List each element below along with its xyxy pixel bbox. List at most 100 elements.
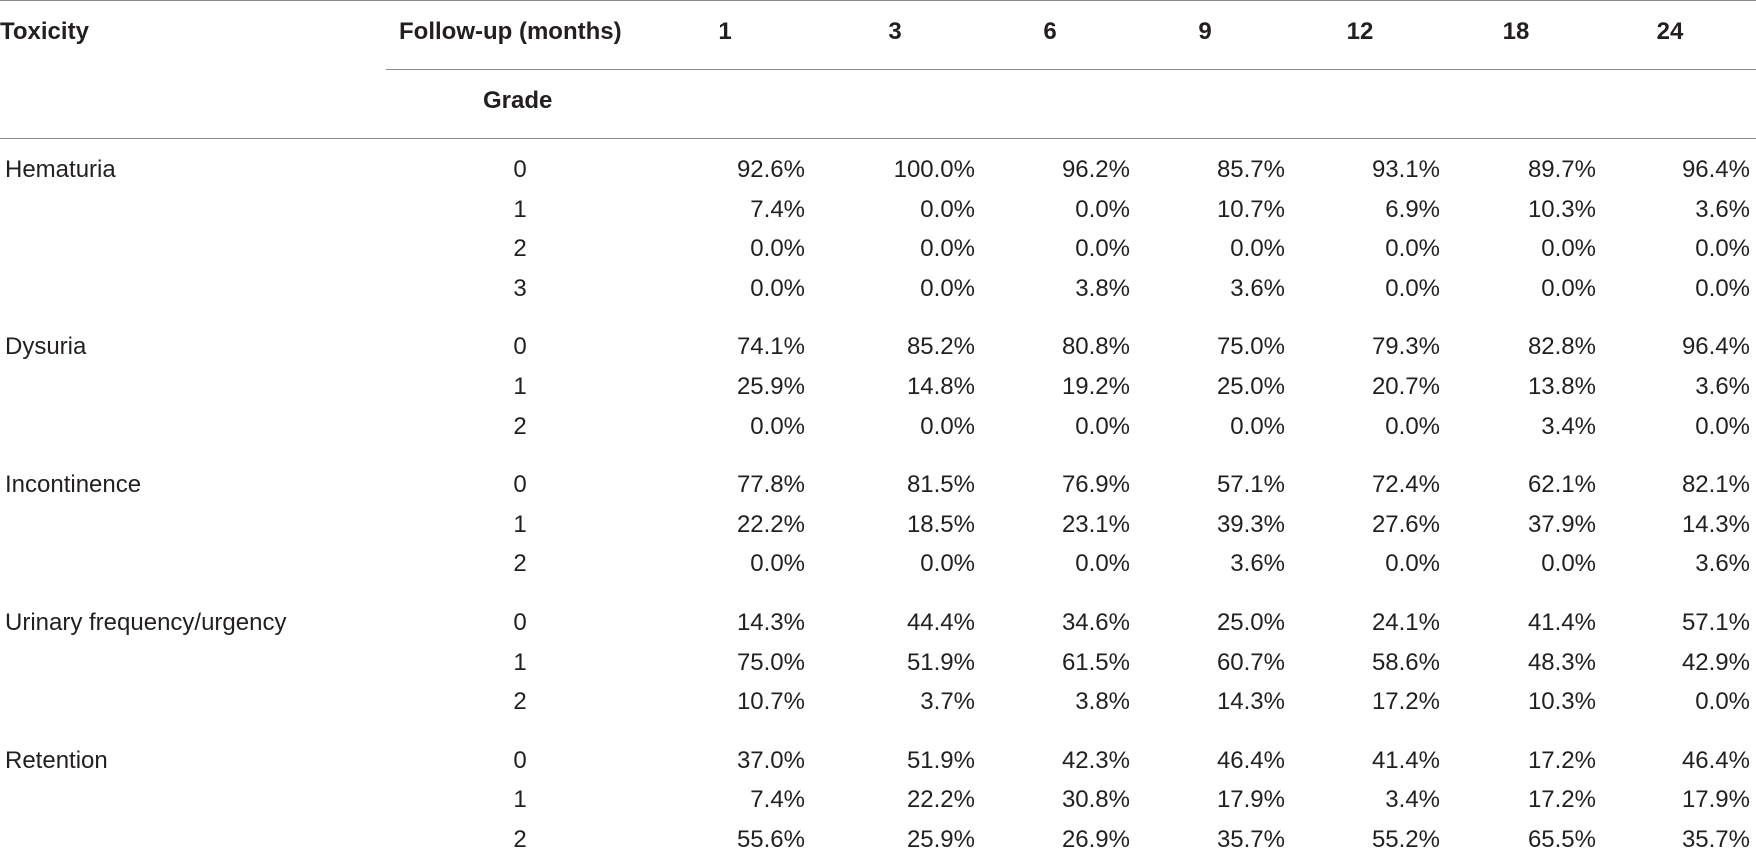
value-cell: 75.0% (1216, 333, 1285, 361)
value-cell: 3.6% (1695, 195, 1750, 223)
value-cell: 35.7% (1681, 826, 1750, 853)
value-cell: 25.0% (1216, 373, 1285, 400)
value-cell: 0.0% (1541, 550, 1596, 578)
value-cell: 34.6% (1061, 609, 1130, 636)
grade-cell: 1 (513, 195, 527, 223)
value-cell: 3.7% (920, 688, 975, 716)
value-cell: 44.4% (906, 609, 975, 636)
value-cell: 0.0% (750, 235, 805, 263)
header-month-6: 6 (1043, 18, 1057, 45)
value-cell: 96.2% (1061, 156, 1130, 183)
value-cell: 0.0% (750, 550, 805, 578)
value-cell: 3.6% (1230, 550, 1285, 578)
value-cell: 0.0% (1695, 688, 1750, 716)
value-cell: 0.0% (750, 412, 805, 440)
value-cell: 75.0% (736, 648, 805, 676)
value-cell: 7.4% (750, 786, 805, 814)
top-rule (0, 0, 1756, 1)
value-cell: 3.4% (1385, 786, 1440, 814)
value-cell: 20.7% (1371, 373, 1440, 400)
header-month-3: 3 (888, 18, 902, 45)
value-cell: 0.0% (1695, 235, 1750, 263)
value-cell: 22.2% (906, 786, 975, 814)
value-cell: 3.8% (1075, 274, 1130, 302)
value-cell: 74.1% (736, 333, 805, 361)
grade-cell: 2 (513, 235, 527, 263)
value-cell: 48.3% (1527, 648, 1596, 676)
header-bottom-rule (0, 138, 1756, 139)
value-cell: 27.6% (1371, 510, 1440, 538)
value-cell: 0.0% (750, 274, 805, 302)
value-cell: 25.9% (736, 373, 805, 400)
value-cell: 35.7% (1216, 826, 1285, 853)
header-month-18: 18 (1502, 18, 1530, 45)
grade-cell: 0 (513, 333, 527, 361)
value-cell: 57.1% (1216, 471, 1285, 499)
header-grade: Grade (483, 87, 553, 114)
toxicity-label: Incontinence (5, 471, 142, 499)
value-cell: 19.2% (1061, 373, 1130, 400)
value-cell: 25.9% (906, 826, 975, 853)
value-cell: 37.0% (736, 746, 805, 774)
grade-cell: 3 (513, 274, 527, 302)
value-cell: 41.4% (1371, 746, 1440, 774)
value-cell: 46.4% (1216, 746, 1285, 774)
value-cell: 77.8% (736, 471, 805, 499)
value-cell: 65.5% (1527, 826, 1596, 853)
grade-cell: 1 (513, 648, 527, 676)
grade-cell: 2 (513, 826, 527, 853)
value-cell: 14.3% (1216, 688, 1285, 716)
value-cell: 26.9% (1061, 826, 1130, 853)
value-cell: 14.3% (736, 609, 805, 636)
value-cell: 3.8% (1075, 688, 1130, 716)
value-cell: 0.0% (1075, 195, 1130, 223)
value-cell: 82.8% (1527, 333, 1596, 361)
value-cell: 0.0% (1385, 235, 1440, 263)
value-cell: 10.7% (1216, 195, 1285, 223)
value-cell: 0.0% (1385, 550, 1440, 578)
grade-cell: 0 (513, 471, 527, 499)
value-cell: 37.9% (1527, 510, 1596, 538)
value-cell: 0.0% (1230, 412, 1285, 440)
value-cell: 0.0% (1385, 412, 1440, 440)
grade-cell: 2 (513, 412, 527, 440)
value-cell: 30.8% (1061, 786, 1130, 814)
value-cell: 3.6% (1695, 373, 1750, 400)
value-cell: 42.9% (1681, 648, 1750, 676)
value-cell: 46.4% (1681, 746, 1750, 774)
value-cell: 55.6% (736, 826, 805, 853)
value-cell: 0.0% (1695, 412, 1750, 440)
grade-cell: 1 (513, 373, 527, 400)
grade-cell: 2 (513, 550, 527, 578)
toxicity-label: Hematuria (5, 156, 116, 183)
value-cell: 51.9% (906, 746, 975, 774)
grade-cell: 1 (513, 510, 527, 538)
value-cell: 100.0% (893, 156, 975, 183)
value-cell: 17.9% (1216, 786, 1285, 814)
grade-cell: 0 (513, 746, 527, 774)
value-cell: 80.8% (1061, 333, 1130, 361)
value-cell: 76.9% (1061, 471, 1130, 499)
value-cell: 10.3% (1527, 688, 1596, 716)
value-cell: 39.3% (1216, 510, 1285, 538)
value-cell: 55.2% (1371, 826, 1440, 853)
value-cell: 82.1% (1681, 471, 1750, 499)
value-cell: 3.6% (1695, 550, 1750, 578)
value-cell: 0.0% (1541, 274, 1596, 302)
value-cell: 18.5% (906, 510, 975, 538)
value-cell: 57.1% (1681, 609, 1750, 636)
value-cell: 3.6% (1230, 274, 1285, 302)
value-cell: 93.1% (1371, 156, 1440, 183)
value-cell: 42.3% (1061, 746, 1130, 774)
value-cell: 0.0% (920, 235, 975, 263)
value-cell: 0.0% (920, 195, 975, 223)
grade-cell: 1 (513, 786, 527, 814)
value-cell: 41.4% (1527, 609, 1596, 636)
value-cell: 7.4% (750, 195, 805, 223)
value-cell: 0.0% (920, 550, 975, 578)
value-cell: 0.0% (1075, 235, 1130, 263)
value-cell: 0.0% (920, 412, 975, 440)
value-cell: 0.0% (920, 274, 975, 302)
header-month-9: 9 (1198, 18, 1212, 45)
